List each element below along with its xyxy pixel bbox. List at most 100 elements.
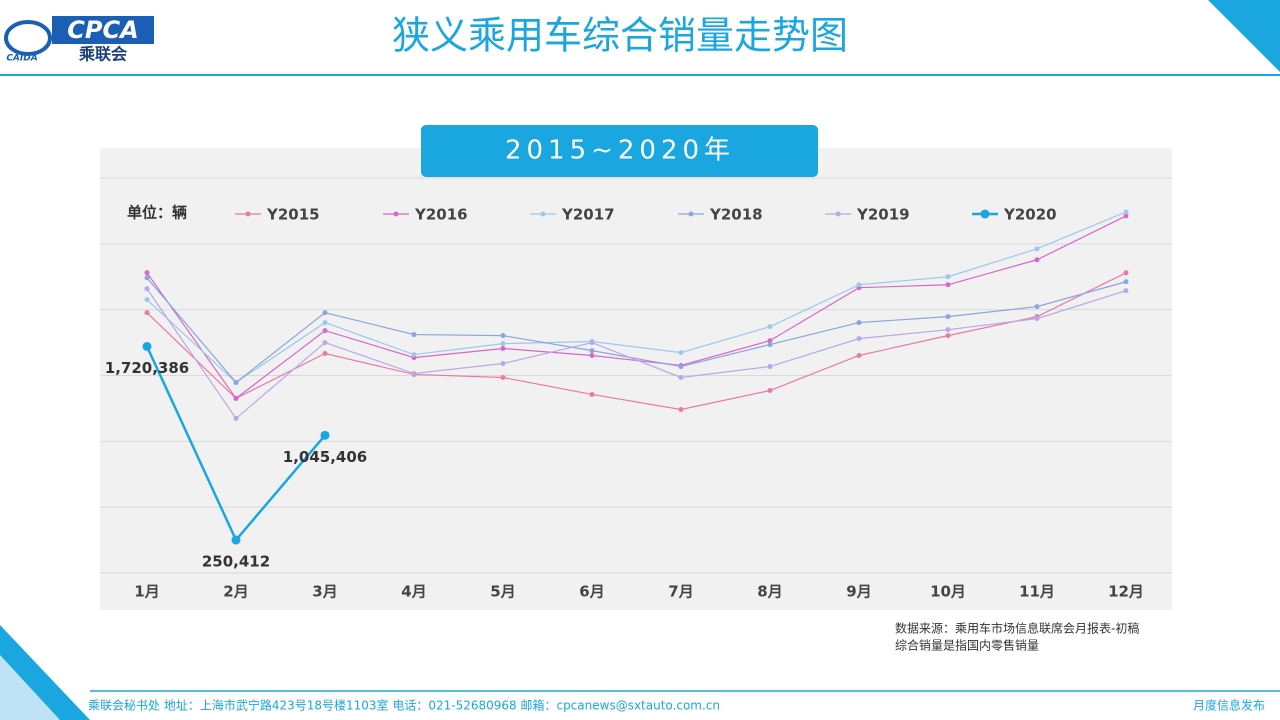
series-line	[146, 288, 1127, 420]
data-point	[856, 336, 862, 342]
data-point	[589, 348, 595, 354]
data-point	[589, 391, 595, 397]
data-point	[589, 340, 595, 346]
data-point	[142, 341, 152, 351]
logo-name: CPCA	[67, 16, 138, 44]
data-point	[1123, 279, 1129, 285]
legend-label: Y2020	[1003, 206, 1057, 224]
x-tick-label: 12月	[1108, 583, 1144, 601]
data-point	[1034, 257, 1040, 263]
data-point	[144, 297, 150, 303]
data-point	[322, 320, 328, 326]
x-tick-label: 1月	[134, 583, 159, 601]
data-point	[767, 364, 773, 370]
footer-text: 月度信息发布	[1193, 698, 1265, 713]
chart: 1月 2月 3月 4月 5月 6月 7月 8月 9月 10月 11月 12月 Y2015 Y2016 Y20…	[100, 177, 1172, 601]
data-point	[767, 388, 773, 394]
subtitle-box	[421, 125, 818, 177]
data-point	[856, 282, 862, 288]
data-point	[678, 406, 684, 412]
data-point	[322, 310, 328, 316]
data-point	[1034, 316, 1040, 322]
x-tick-label: 7月	[668, 583, 693, 601]
legend-swatch	[540, 211, 546, 217]
source-note: 数据来源：乘用车市场信息联席会月报表-初稿	[895, 621, 1139, 636]
data-point	[144, 310, 150, 316]
legend-label: Y2016	[414, 206, 468, 224]
data-label: 250,412	[202, 553, 270, 571]
logo-sub: CAIDA	[6, 54, 37, 64]
legend-swatch	[835, 211, 841, 217]
x-tick-label: 6月	[579, 583, 604, 601]
data-point	[411, 332, 417, 338]
data-point	[1123, 209, 1129, 215]
chart-subtitle: 2015~2020年	[505, 136, 735, 166]
series-line	[146, 211, 1127, 384]
data-point	[678, 364, 684, 370]
data-point	[1123, 288, 1129, 294]
x-tick-label: 10月	[930, 583, 966, 601]
data-point	[856, 352, 862, 358]
data-point	[144, 286, 150, 292]
data-point	[411, 352, 417, 358]
series-line	[146, 272, 1127, 411]
legend-swatch	[393, 211, 399, 217]
data-point	[231, 535, 241, 545]
x-tick-label: 2月	[223, 583, 248, 601]
series-line	[146, 277, 1127, 384]
data-point	[500, 333, 506, 339]
data-label: 1,720,386	[105, 359, 189, 377]
data-point	[144, 270, 150, 276]
corner-decoration	[0, 655, 60, 720]
x-tick-label: 3月	[312, 583, 337, 601]
data-point	[1123, 213, 1129, 219]
x-tick-label: 11月	[1019, 583, 1055, 601]
data-point	[945, 327, 951, 333]
data-point	[1034, 246, 1040, 252]
data-point	[678, 374, 684, 380]
source-note: 综合销量是指国内零售销量	[895, 638, 1039, 653]
data-point	[322, 351, 328, 357]
logo: CPCA 乘联会 CAIDA	[4, 16, 154, 64]
data-point	[233, 379, 239, 385]
data-point	[320, 430, 330, 440]
data-point	[945, 274, 951, 280]
x-tick-label: 4月	[401, 583, 426, 601]
logo-cn: 乘联会	[78, 45, 127, 64]
data-point	[322, 340, 328, 346]
plot-area	[100, 148, 1172, 610]
data-point	[767, 338, 773, 344]
footer-text: 乘联会秘书处 地址：上海市武宁路423号18号楼1103室 电话：021-526…	[88, 698, 720, 713]
legend-label: Y2017	[561, 206, 615, 224]
data-point	[767, 342, 773, 348]
data-point	[500, 341, 506, 347]
chart-title: 狭义乘用车综合销量走势图	[392, 14, 848, 58]
logo-plate	[52, 16, 154, 44]
x-tick-label: 5月	[490, 583, 515, 601]
legend-swatch	[980, 209, 990, 219]
data-point	[233, 415, 239, 421]
data-point	[1034, 304, 1040, 310]
x-tick-label: 9月	[846, 583, 871, 601]
legend-label: Y2019	[856, 206, 910, 224]
logo-mark	[4, 20, 52, 56]
data-point	[233, 395, 239, 401]
data-point	[945, 282, 951, 288]
data-point	[144, 275, 150, 281]
data-point	[1123, 270, 1129, 276]
data-point	[945, 314, 951, 320]
unit-label: 单位：辆	[127, 204, 187, 222]
data-point	[678, 350, 684, 356]
legend-swatch	[245, 211, 251, 217]
data-point	[500, 361, 506, 367]
data-point	[856, 320, 862, 326]
legend-label: Y2018	[709, 206, 763, 224]
data-point	[767, 324, 773, 330]
data-point	[500, 374, 506, 380]
data-label: 1,045,406	[283, 448, 367, 466]
data-point	[589, 352, 595, 358]
legend-swatch	[688, 211, 694, 217]
legend-label: Y2015	[266, 206, 320, 224]
data-point	[945, 333, 951, 339]
